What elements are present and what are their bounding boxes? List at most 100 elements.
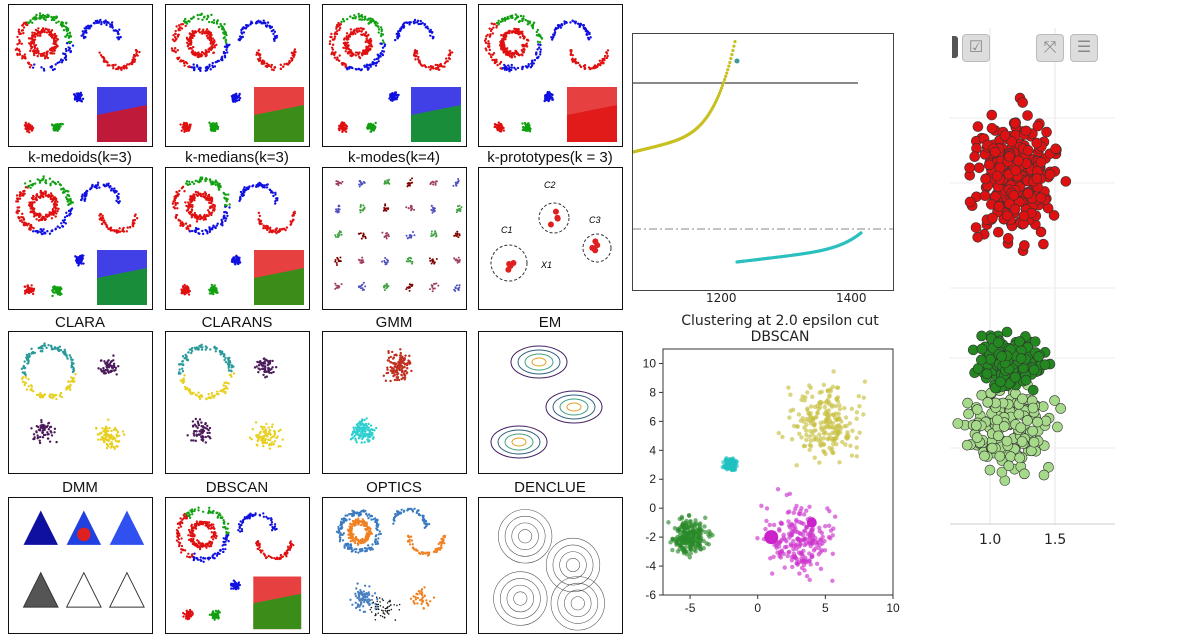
point (266, 24, 268, 26)
point (521, 33, 523, 35)
point (398, 364, 400, 366)
point (106, 429, 108, 431)
point (197, 191, 199, 193)
point (339, 256, 341, 258)
point (207, 48, 209, 50)
point (51, 295, 53, 297)
point (202, 193, 204, 195)
point (104, 60, 106, 62)
point (354, 17, 356, 19)
point (260, 364, 262, 366)
point (589, 36, 591, 38)
point (208, 36, 210, 38)
point (24, 182, 26, 184)
point (117, 365, 119, 367)
point (51, 200, 53, 202)
point (63, 29, 65, 31)
point (34, 36, 36, 38)
point (363, 441, 365, 443)
point (208, 226, 210, 228)
point (223, 354, 225, 356)
point (459, 261, 461, 263)
point (37, 32, 39, 34)
point (74, 373, 76, 375)
point (293, 212, 295, 214)
point (123, 433, 125, 435)
point (23, 22, 25, 24)
point (345, 44, 347, 46)
point (107, 22, 109, 24)
point (208, 51, 210, 53)
point (521, 30, 523, 32)
point (125, 65, 127, 67)
point (188, 181, 190, 183)
point (181, 360, 183, 362)
point (434, 283, 436, 285)
point (60, 349, 62, 351)
point (338, 211, 340, 213)
point (289, 61, 291, 63)
point (411, 182, 413, 184)
point (228, 367, 230, 369)
point (517, 54, 519, 56)
point (503, 129, 505, 131)
point (414, 55, 416, 57)
point (193, 214, 195, 216)
point (100, 438, 102, 440)
point (413, 234, 415, 236)
point (360, 204, 362, 206)
point (396, 370, 398, 372)
point (364, 16, 366, 18)
point (43, 69, 45, 71)
point (263, 358, 265, 360)
point (382, 47, 384, 49)
point (291, 52, 293, 54)
point (430, 183, 432, 185)
point (200, 344, 202, 346)
point (97, 438, 99, 440)
point (528, 22, 530, 24)
point (513, 53, 515, 55)
point (599, 60, 601, 62)
point (51, 217, 53, 219)
point (261, 426, 263, 428)
point (212, 289, 214, 291)
point (456, 211, 458, 213)
point (267, 363, 269, 365)
point (290, 223, 292, 225)
point (369, 17, 371, 19)
point (42, 436, 44, 438)
point (486, 34, 488, 36)
point (184, 201, 186, 203)
point (205, 422, 207, 424)
point (525, 19, 527, 21)
point (37, 214, 39, 216)
point (217, 393, 219, 395)
point (521, 54, 523, 56)
point (393, 369, 395, 371)
point (82, 262, 84, 264)
point (360, 30, 362, 32)
point (497, 20, 499, 22)
point (54, 347, 56, 349)
point (418, 60, 420, 62)
point (206, 18, 208, 20)
point (76, 97, 78, 99)
point (521, 122, 523, 124)
point (192, 439, 194, 441)
point (533, 22, 535, 24)
point (172, 200, 174, 202)
point (59, 183, 61, 185)
point (182, 355, 184, 357)
point (339, 230, 341, 232)
point (414, 19, 416, 21)
point (191, 30, 193, 32)
point (434, 210, 436, 212)
point (44, 426, 46, 428)
point (37, 230, 39, 232)
point (113, 437, 115, 439)
point (339, 260, 341, 262)
point (49, 233, 51, 235)
point (54, 41, 56, 43)
point (429, 288, 431, 290)
